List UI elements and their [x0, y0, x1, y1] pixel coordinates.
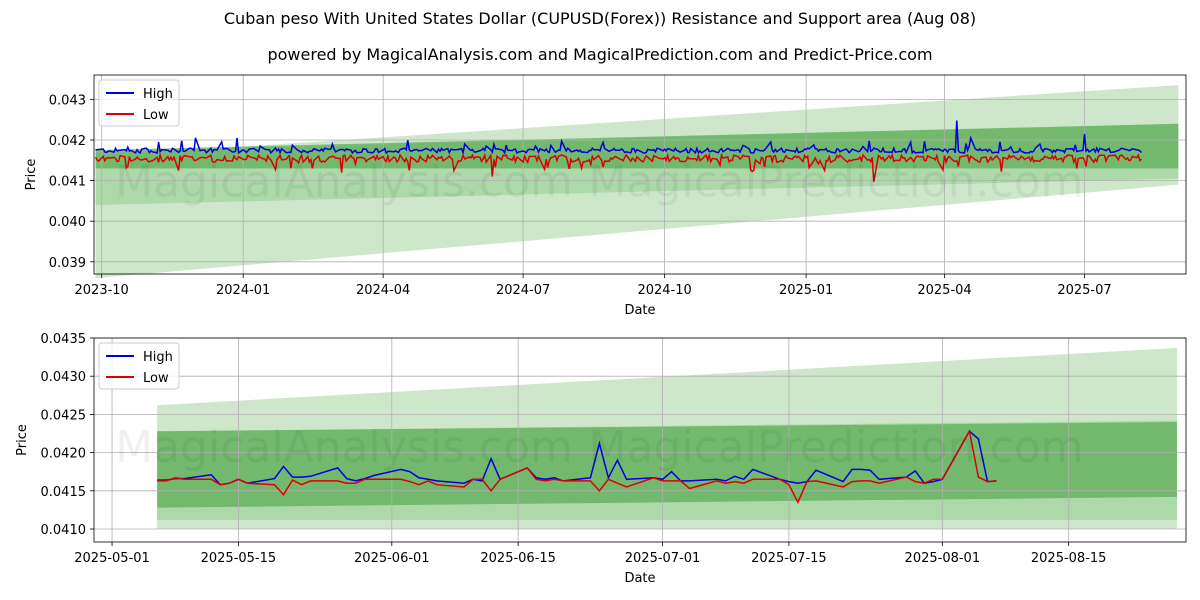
- chart-subtitle: powered by MagicalAnalysis.com and Magic…: [267, 45, 933, 64]
- watermark-text: MagicalPrediction.com: [589, 157, 1084, 208]
- axes-frame: [93, 337, 1187, 543]
- series-line-high: [95, 120, 1142, 156]
- legend: High Low: [98, 342, 180, 390]
- band-inner: [95, 123, 1179, 169]
- x-tick-label: 2025-05-01: [74, 551, 150, 566]
- y-tick-label: 0.039: [49, 256, 86, 271]
- x-tick-label: 2025-07-15: [751, 551, 827, 566]
- y-tick-label: 0.0435: [41, 332, 87, 347]
- x-tick-label: 2025-05-15: [201, 551, 277, 566]
- y-tick-label: 0.043: [49, 93, 86, 108]
- legend: High Low: [98, 79, 180, 127]
- band-inner: [157, 422, 1177, 508]
- watermark-text: MagicalAnalysis.com: [115, 157, 573, 208]
- x-tick-label: 2025-07: [1057, 283, 1111, 298]
- y-axis-label: Price: [15, 424, 30, 456]
- x-tick-label: 2025-01: [779, 283, 833, 298]
- series-line-low: [94, 152, 1142, 182]
- legend-label-high: High: [143, 87, 173, 102]
- legend-label-low: Low: [143, 371, 169, 386]
- y-tick-label: 0.0420: [41, 447, 87, 462]
- y-axis-label: Price: [24, 159, 39, 191]
- x-tick-label: 2025-08-15: [1031, 551, 1107, 566]
- x-tick-label: 2024-04: [356, 283, 410, 298]
- watermark-text: MagicalPrediction.com: [589, 422, 1084, 473]
- x-tick-label: 2025-06-01: [354, 551, 430, 566]
- legend-label-high: High: [143, 350, 173, 365]
- legend-label-low: Low: [143, 108, 169, 123]
- y-tick-label: 0.0430: [41, 370, 87, 385]
- x-tick-label: 2023-10: [75, 283, 129, 298]
- series-line-high: [157, 430, 997, 486]
- chart-title: Cuban peso With United States Dollar (CU…: [223, 9, 977, 28]
- x-tick-label: 2025-08-01: [905, 551, 981, 566]
- x-tick-label: 2025-04: [917, 283, 971, 298]
- x-axis-label: Date: [624, 571, 655, 586]
- y-tick-label: 0.042: [49, 134, 86, 149]
- x-tick-label: 2024-07: [496, 283, 550, 298]
- x-tick-label: 2024-01: [216, 283, 270, 298]
- y-tick-label: 0.0415: [41, 485, 87, 500]
- x-tick-label: 2025-06-15: [480, 551, 556, 566]
- y-tick-label: 0.0410: [41, 523, 87, 538]
- panel-top: 2023-10 2024-01 2024-04 2024-07 2024-10 2025-…: [24, 74, 1187, 318]
- y-tick-label: 0.040: [49, 215, 86, 230]
- x-tick-label: 2025-07-01: [625, 551, 701, 566]
- y-tick-label: 0.0425: [41, 408, 87, 423]
- x-tick-label: 2024-10: [637, 283, 691, 298]
- panel-bottom: 2025-05-01 2025-05-15 2025-06-01 2025-06-15…: [15, 332, 1187, 586]
- watermark-text: MagicalAnalysis.com: [115, 422, 573, 473]
- x-axis-label: Date: [624, 303, 655, 318]
- series-line-low: [157, 429, 997, 505]
- axes-frame: [93, 74, 1187, 275]
- y-tick-label: 0.041: [49, 175, 86, 190]
